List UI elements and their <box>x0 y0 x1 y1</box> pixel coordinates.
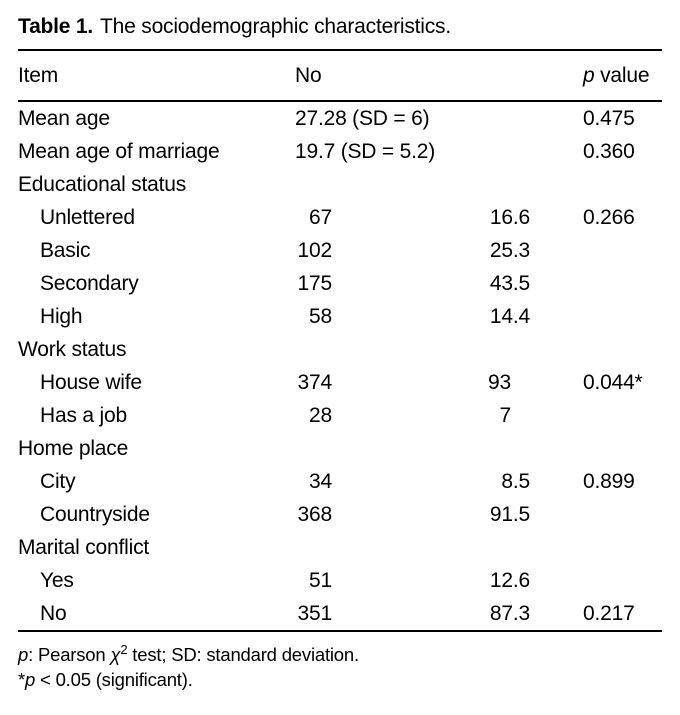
cell-count: 368 <box>270 503 430 527</box>
p-value-label: value <box>594 63 650 87</box>
cell-count: 175 <box>270 272 430 296</box>
cell-item: Secondary <box>40 271 139 295</box>
footnote-text: test; SD: standard deviation. <box>127 644 359 665</box>
cell-pvalue: 0.475 <box>583 106 635 130</box>
table-row: House wife 374 93 0.044* <box>18 366 662 399</box>
cell-item: Basic <box>40 238 91 262</box>
count-value: 58 <box>309 304 332 328</box>
table-row: Secondary 175 43.5 <box>18 267 662 300</box>
cell-item: Educational status <box>18 172 187 196</box>
cell-item: House wife <box>40 370 142 394</box>
count-value: 34 <box>309 469 332 493</box>
cell-pvalue: 0.044* <box>583 370 643 394</box>
asterisk: * <box>18 669 25 690</box>
cell-pvalue: 0.217 <box>583 601 635 625</box>
count-value: 102 <box>297 238 333 262</box>
cell-count: 58 <box>270 305 430 329</box>
footnote-line2 significance-note: *p < 0.05 (significant). <box>18 667 662 692</box>
cell-item: Unlettered <box>40 205 135 229</box>
count-value: 175 <box>297 271 333 295</box>
cell-item: Mean age of marriage <box>18 139 220 163</box>
cell-percent: 14.4 <box>489 304 530 328</box>
p-symbol: p <box>583 63 595 87</box>
cell-pvalue: 0.266 <box>583 205 635 229</box>
cell-item: Countryside <box>40 502 150 526</box>
footnote-text: < 0.05 (significant). <box>35 669 193 690</box>
table-row: Basic 102 25.3 <box>18 234 662 267</box>
cell-item: Mean age <box>18 106 110 130</box>
count-value: 368 <box>297 502 333 526</box>
count-value: 28 <box>309 403 332 427</box>
footnotes: p: Pearson χ2 test; SD: standard deviati… <box>18 632 662 692</box>
count-value: 374 <box>297 370 333 394</box>
footnote-line1: p: Pearson χ2 test; SD: standard deviati… <box>18 642 662 667</box>
cell-count: 67 <box>270 206 430 230</box>
footnote-text: : Pearson <box>28 644 111 665</box>
p-symbol: p <box>25 669 36 690</box>
cell-percent: 43.5 <box>489 271 530 295</box>
count-value: 51 <box>309 568 332 592</box>
table-body: Mean age 27.28 (SD = 6) 0.475 Mean age of m… <box>18 102 662 630</box>
chi-symbol: χ <box>110 644 121 665</box>
cell-count: 51 <box>270 569 430 593</box>
count-value: 351 <box>297 601 333 625</box>
table-row: Has a job 28 7 <box>18 399 662 432</box>
cell-count: 374 <box>270 371 430 395</box>
cell-item: High <box>40 304 83 328</box>
column-header-row: Item No p value <box>18 51 662 100</box>
cell-pvalue: 0.360 <box>583 139 635 163</box>
cell-item: City <box>40 469 76 493</box>
table-row: Work status <box>18 333 662 366</box>
cell-percent: 87.3 <box>489 601 530 625</box>
table-row: Home place <box>18 432 662 465</box>
cell-count: 102 <box>270 239 430 263</box>
column-header-item: Item <box>18 63 59 87</box>
table-row: No 351 87.3 0.217 <box>18 597 662 630</box>
cell-count: 28 <box>270 404 430 428</box>
cell-count: 351 <box>270 602 430 626</box>
cell-percent: 16.6 <box>489 205 530 229</box>
cell-count: 34 <box>270 470 430 494</box>
cell-percent: 7 <box>499 403 512 427</box>
cell-percent: 8.5 <box>501 469 530 493</box>
column-header-pvalue: p value <box>530 64 662 88</box>
table-title-text: The sociodemographic characteristics. <box>100 15 451 38</box>
cell-percent: 25.3 <box>489 238 530 262</box>
table-row: Marital conflict <box>18 531 662 564</box>
table-row: Unlettered 67 16.6 0.266 <box>18 201 662 234</box>
table-row: Countryside 368 91.5 <box>18 498 662 531</box>
column-header-no: No <box>295 63 322 87</box>
cell-item: No <box>40 601 67 625</box>
table-row: City 34 8.5 0.899 <box>18 465 662 498</box>
cell-percent: 91.5 <box>489 502 530 526</box>
cell-count: 19.7 (SD = 5.2) <box>295 139 435 163</box>
table-title-label: Table 1. <box>18 15 94 38</box>
cell-count: 27.28 (SD = 6) <box>295 106 430 130</box>
rule-header <box>18 100 662 102</box>
cell-percent: 12.6 <box>489 568 530 592</box>
count-value: 67 <box>309 205 332 229</box>
cell-item: Marital conflict <box>18 535 150 559</box>
cell-percent: 93 <box>488 370 511 394</box>
table-title: Table 1. The sociodemographic characteris… <box>18 0 662 49</box>
table-row: Mean age 27.28 (SD = 6) 0.475 <box>18 102 662 135</box>
p-symbol: p <box>18 644 29 665</box>
table-row: Mean age of marriage 19.7 (SD = 5.2) 0.360 <box>18 135 662 168</box>
cell-item: Has a job <box>40 403 127 427</box>
superscript-2: 2 <box>120 641 128 657</box>
table-row: Educational status <box>18 168 662 201</box>
rule-bottom <box>18 630 662 632</box>
cell-item: Work status <box>18 337 127 361</box>
cell-item: Home place <box>18 436 129 460</box>
rule-top <box>18 49 662 51</box>
cell-pvalue: 0.899 <box>583 469 635 493</box>
table-row: Yes 51 12.6 <box>18 564 662 597</box>
table-row: High 58 14.4 <box>18 300 662 333</box>
cell-item: Yes <box>40 568 74 592</box>
